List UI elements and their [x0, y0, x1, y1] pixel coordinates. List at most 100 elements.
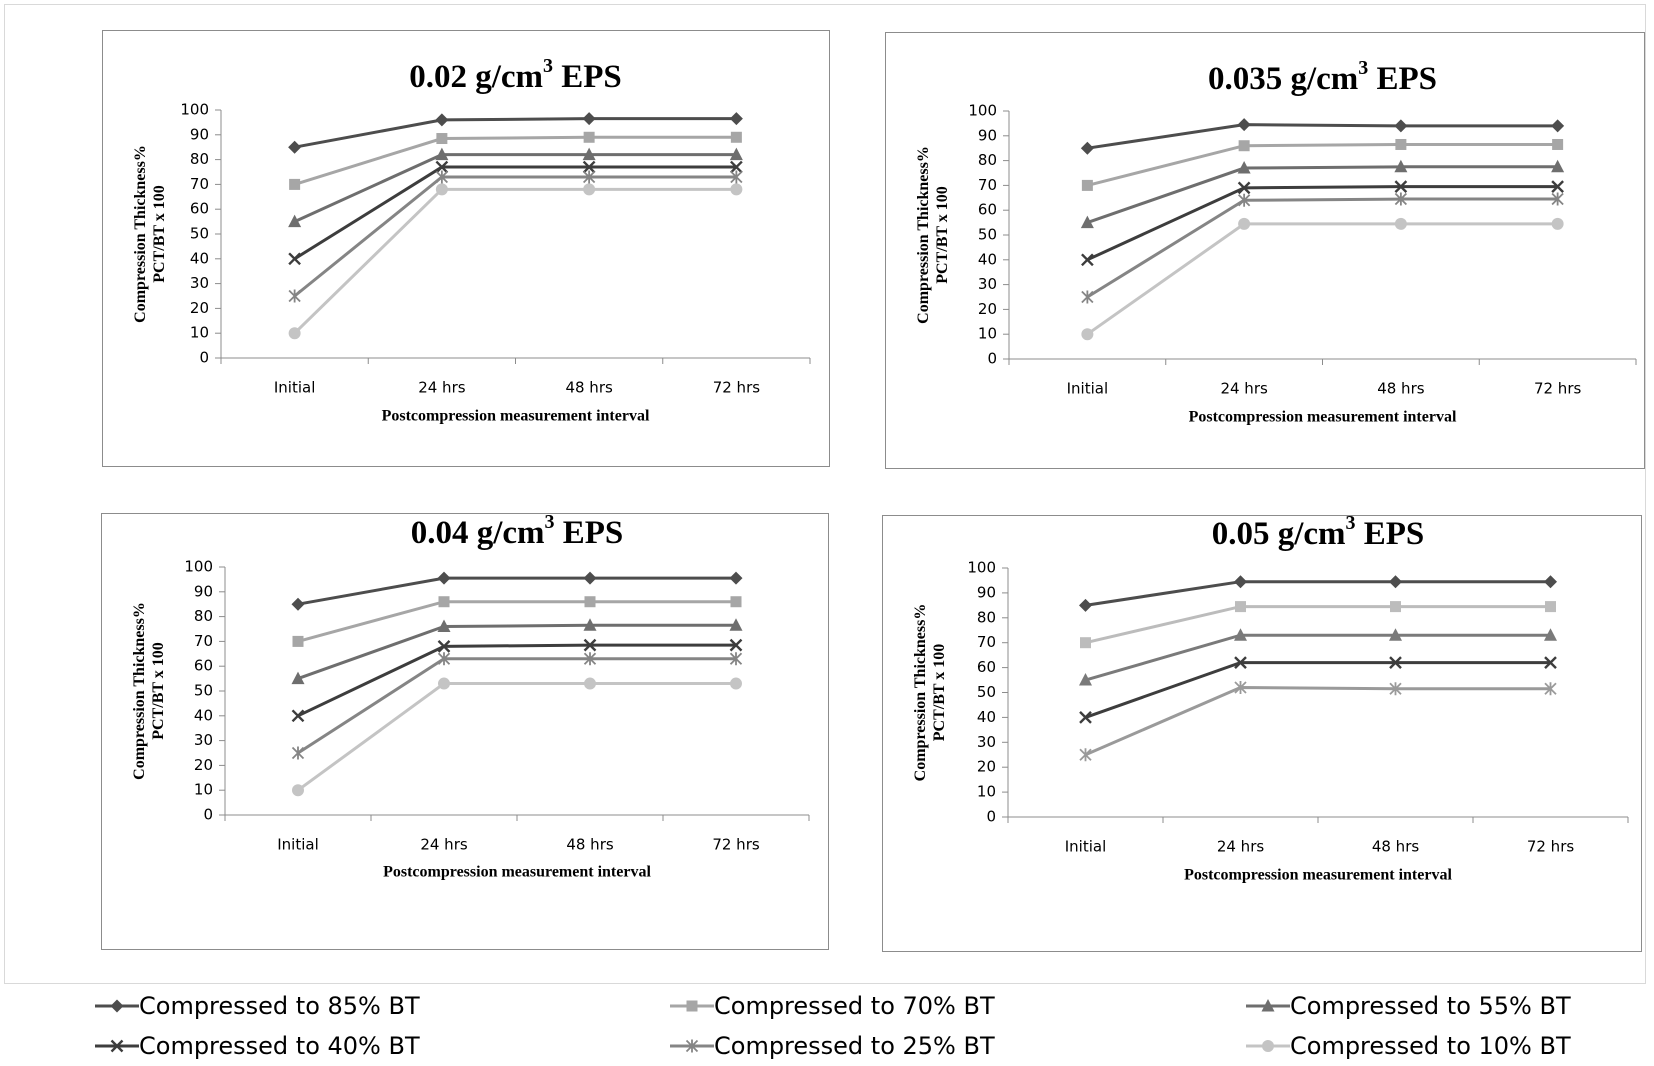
x-tick-label: 72 hrs [1534, 380, 1582, 398]
series-line [294, 135, 737, 186]
chart-svg: 0.04 g/cm3 EPS 0 10 20 30 40 50 60 70 80 90 100 Init… [131, 514, 810, 881]
data-point [1081, 328, 1094, 341]
y-tick-label: 80 [978, 151, 997, 169]
legend-swatch-x-icon [95, 1039, 139, 1053]
series-5 [288, 170, 743, 303]
data-point [1237, 161, 1251, 174]
y-tick-label: 70 [190, 175, 209, 193]
y-tick-label: 60 [194, 657, 213, 675]
series-line [1084, 686, 1551, 757]
y-tick-label: 100 [180, 101, 209, 119]
data-point [1394, 159, 1408, 173]
data-point [1238, 217, 1251, 230]
x-tick-label: Initial [274, 379, 316, 397]
y-tick-label: 40 [194, 706, 213, 724]
data-point [1551, 119, 1565, 133]
data-point [729, 571, 743, 585]
legend: Compressed to 85% BT Compressed to 70% B… [0, 985, 1654, 1065]
data-point [291, 709, 305, 723]
y-tick-label: 60 [977, 658, 996, 676]
x-tick-label: 48 hrs [1377, 380, 1425, 398]
series-line [297, 600, 736, 643]
data-point [1237, 118, 1251, 132]
data-point [288, 214, 302, 228]
y-tick-label: 30 [190, 274, 209, 292]
legend-item-25: Compressed to 25% BT [670, 1029, 995, 1063]
series-4 [288, 160, 743, 266]
chart-panel-0-04-density: 0.04 g/cm3 EPS 0 10 20 30 40 50 60 70 80 90 100 Init… [101, 513, 829, 950]
series-3 [291, 618, 743, 685]
series-6 [1081, 217, 1564, 341]
data-point [437, 619, 451, 633]
y-tick-label: 80 [977, 608, 996, 626]
y-tick-label: 0 [986, 808, 996, 826]
y-tick-label: 70 [978, 176, 997, 194]
data-point [435, 147, 449, 161]
x-tick-label: 48 hrs [565, 379, 613, 397]
data-point [584, 596, 596, 608]
data-point [1080, 215, 1094, 229]
data-point [1237, 181, 1251, 195]
data-point [582, 147, 596, 161]
series-line [297, 576, 736, 606]
chart-title: 0.05 g/cm3 EPS [1212, 516, 1425, 552]
data-point [1079, 711, 1092, 724]
legend-label: Compressed to 10% BT [1290, 1032, 1571, 1060]
series-line [1086, 222, 1558, 336]
y-tick-label: 50 [978, 226, 997, 244]
legend-item-10: Compressed to 10% BT [1246, 1029, 1571, 1063]
series-4 [1079, 656, 1557, 724]
y-tick-label: 40 [978, 250, 997, 268]
series-line [294, 117, 737, 149]
series-line [293, 187, 737, 335]
data-point [582, 160, 596, 174]
data-point [1545, 601, 1556, 613]
chart-panel-0-02-density: 0.02 g/cm3 EPS 0 10 20 30 40 50 60 70 80 90 100 Init… [102, 30, 830, 467]
data-point [583, 638, 597, 652]
chart-title: 0.035 g/cm3 EPS [1208, 57, 1437, 97]
y-tick-label: 90 [978, 126, 997, 144]
data-point [288, 327, 301, 340]
legend-swatch-marker [110, 999, 124, 1013]
x-axis-title: Postcompression measurement interval [1189, 409, 1457, 426]
y-tick-label: 20 [194, 756, 213, 774]
data-point [435, 160, 449, 174]
data-point [583, 618, 597, 631]
data-point [435, 170, 449, 184]
data-point [1544, 682, 1557, 696]
data-point [729, 618, 743, 631]
data-point [438, 596, 450, 608]
legend-swatch-marker [685, 1039, 699, 1053]
legend-label: Compressed to 40% BT [139, 1032, 420, 1060]
data-point [1234, 628, 1247, 641]
series-6 [292, 677, 742, 797]
data-point [730, 183, 743, 196]
data-point [292, 784, 304, 797]
series-2 [1081, 138, 1564, 191]
x-tick-label: 48 hrs [566, 836, 614, 854]
data-point [1394, 192, 1408, 206]
series-4 [1081, 180, 1564, 267]
series-1 [288, 112, 743, 154]
legend-item-85: Compressed to 85% BT [95, 989, 420, 1023]
data-point [583, 183, 596, 196]
x-tick-label: Initial [277, 836, 319, 854]
y-tick-label: 100 [968, 102, 997, 120]
y-tick-label: 90 [194, 582, 213, 600]
series-line [297, 657, 736, 755]
series-line [297, 623, 736, 681]
legend-swatch-marker [1261, 999, 1275, 1012]
y-tick-label: 90 [977, 583, 996, 601]
x-axis-title: Postcompression measurement interval [383, 864, 651, 881]
series-6 [288, 183, 743, 340]
data-point [1081, 253, 1094, 267]
series-line [294, 153, 737, 223]
data-point [1552, 138, 1564, 150]
x-tick-label: 48 hrs [1372, 838, 1420, 856]
data-point [730, 160, 743, 174]
legend-item-70: Compressed to 70% BT [670, 989, 995, 1023]
data-point [288, 289, 301, 303]
series-line [293, 165, 737, 261]
data-point [291, 746, 305, 760]
legend-label: Compressed to 25% BT [714, 1032, 995, 1060]
